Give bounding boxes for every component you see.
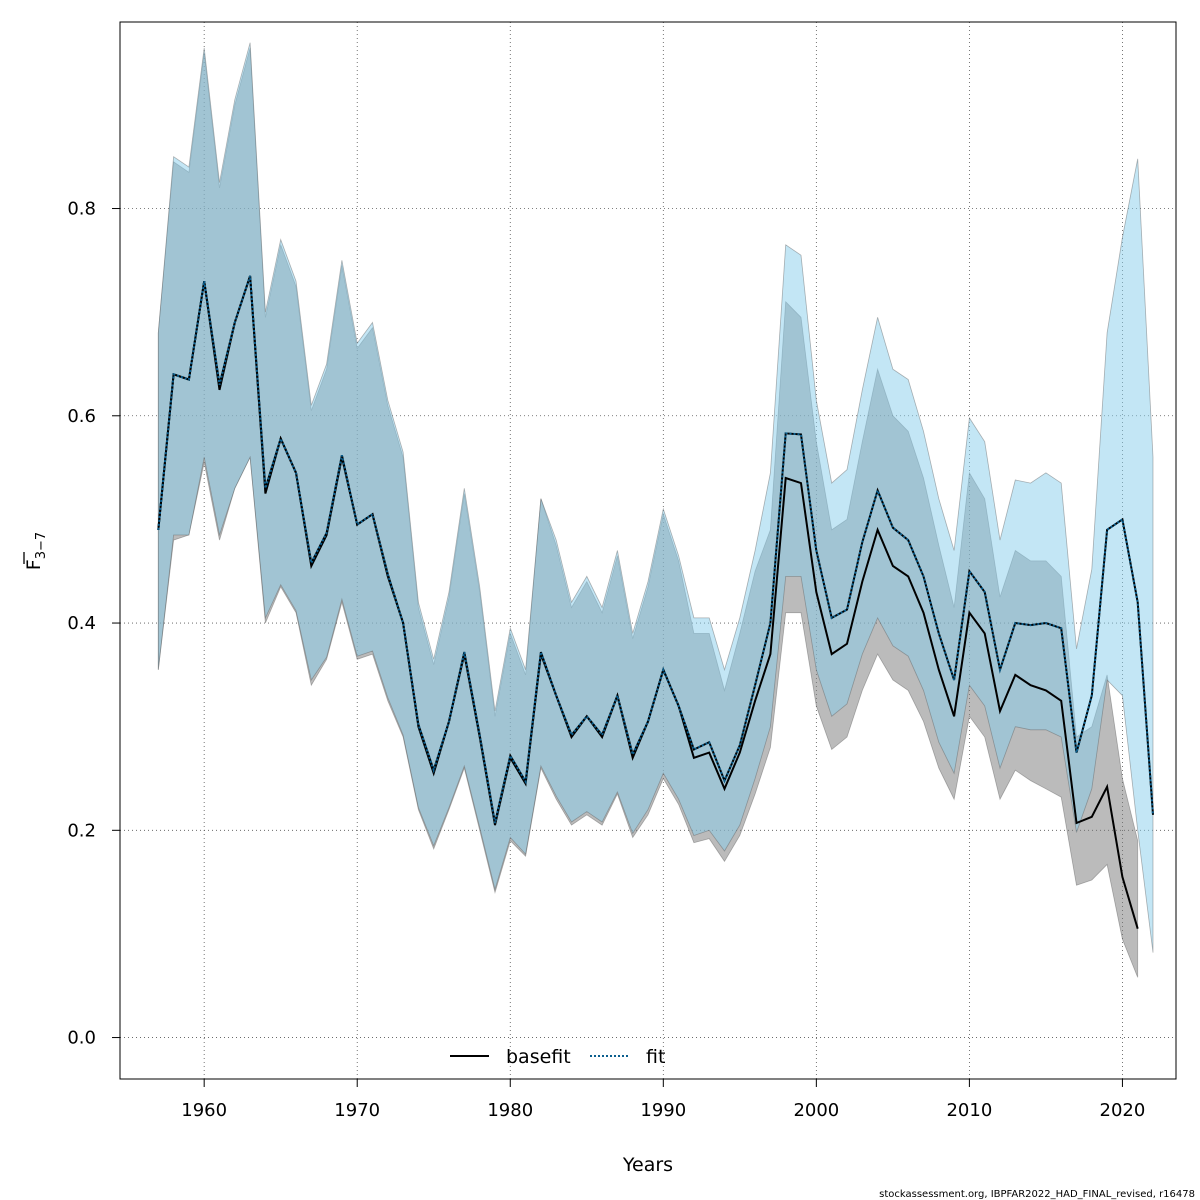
y-tick-label: 0.4 bbox=[67, 613, 96, 634]
legend: basefit fit bbox=[450, 1046, 665, 1068]
y-axis-title-main: F bbox=[23, 559, 45, 570]
credit-text: stockassessment.org, IBPFAR2022_HAD_FINA… bbox=[879, 1189, 1195, 1200]
y-axis-title-subscript: 3−7 bbox=[34, 532, 49, 559]
y-axis: 0.0 0.2 0.4 0.6 0.8 bbox=[67, 199, 120, 1049]
series-line-fit-base bbox=[157, 275, 1154, 824]
plot-frame bbox=[119, 21, 1177, 1080]
x-tick-label: 1970 bbox=[334, 1100, 380, 1121]
y-tick-label: 0.8 bbox=[67, 199, 96, 220]
y-tick-label: 0.2 bbox=[67, 820, 96, 841]
y-axis-title: F3−7 bbox=[23, 532, 49, 570]
x-tick-label: 1990 bbox=[640, 1100, 686, 1121]
y-tick-label: 0.6 bbox=[67, 406, 96, 427]
confidence-band-fit bbox=[157, 42, 1154, 953]
x-axis-title: Years bbox=[622, 1154, 673, 1176]
legend-basefit-label: basefit bbox=[506, 1046, 571, 1068]
x-tick-label: 2000 bbox=[793, 1100, 839, 1121]
y-tick-label: 0.0 bbox=[67, 1028, 96, 1049]
svg-text:F3−7: F3−7 bbox=[23, 532, 49, 570]
legend-fit-label: fit bbox=[646, 1046, 665, 1068]
series-lines bbox=[157, 275, 1154, 929]
x-axis: 1960 1970 1980 1990 2000 2010 2020 bbox=[181, 1079, 1145, 1121]
x-tick-label: 1960 bbox=[181, 1100, 227, 1121]
x-tick-label: 2010 bbox=[946, 1100, 992, 1121]
x-tick-label: 1980 bbox=[487, 1100, 533, 1121]
x-tick-label: 2020 bbox=[1100, 1100, 1146, 1121]
